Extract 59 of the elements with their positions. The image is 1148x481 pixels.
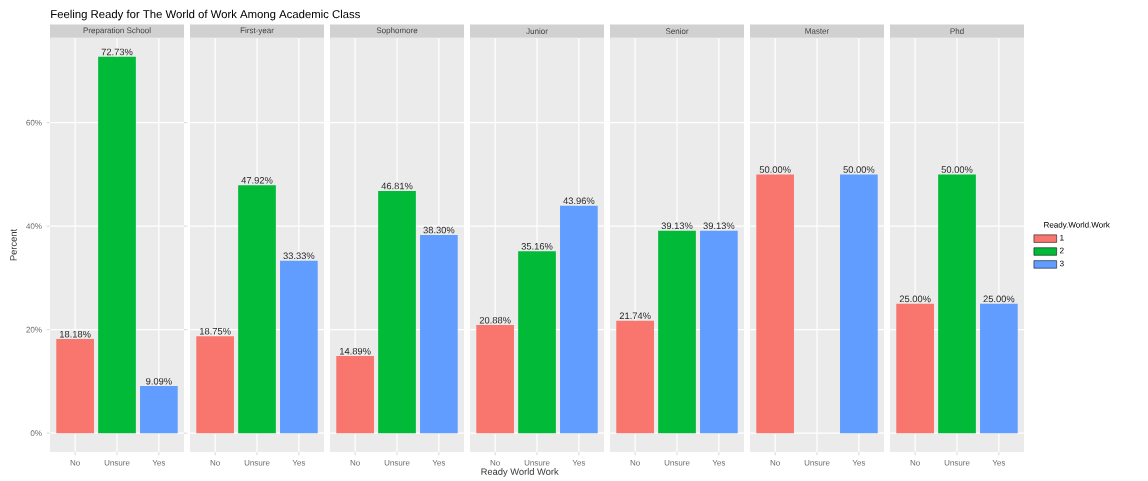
legend-label: 1 — [1060, 234, 1064, 241]
x-tick-label: Yes — [992, 459, 1006, 466]
x-tick-label: Yes — [852, 459, 866, 466]
x-tick-label: No — [210, 459, 220, 466]
legend-label: 3 — [1059, 260, 1064, 267]
chart-subtitle: Sophomore — [376, 27, 418, 35]
x-tick-label: No — [630, 459, 640, 466]
x-tick-label: Yes — [152, 459, 166, 466]
chart-subtitle: Phd — [950, 27, 964, 34]
data-label: 18.18% — [60, 330, 91, 338]
data-label: 43.96% — [563, 197, 595, 204]
data-label: 25.00% — [983, 295, 1015, 303]
y-tick-label: 40% — [26, 223, 42, 229]
data-label: 47.92% — [241, 176, 273, 184]
x-tick-label: Unsure — [524, 459, 550, 466]
chart-subtitle: Master — [805, 28, 830, 34]
data-label: 39.13% — [661, 222, 693, 229]
x-tick-label: Yes — [712, 459, 726, 466]
x-tick-label: Yes — [292, 459, 306, 466]
legend-title: Ready.World.Work — [1044, 221, 1110, 230]
data-label: 39.13% — [703, 222, 735, 229]
x-tick-label: Yes — [432, 459, 446, 466]
x-tick-label: Yes — [572, 459, 586, 466]
data-label: 18.75% — [200, 327, 231, 335]
data-label: 33.33% — [283, 252, 315, 259]
data-label: 50.00% — [759, 166, 791, 173]
data-label: 25.00% — [899, 295, 931, 303]
x-tick-label: Unsure — [244, 459, 270, 466]
x-tick-label: No — [70, 459, 80, 466]
y-axis-title: Percent — [10, 228, 17, 261]
chart-title: Feeling Ready for The World of Work Among Academic Class — [51, 9, 360, 21]
data-label: 72.73% — [101, 48, 133, 56]
chart-subtitle: Preparation School — [83, 27, 151, 35]
x-axis-title: Ready World Work — [481, 467, 559, 477]
x-tick-label: Unsure — [384, 459, 410, 466]
data-label: 38.30% — [423, 226, 455, 234]
y-tick-label: 60% — [26, 119, 42, 126]
y-tick-label: 0% — [30, 430, 42, 436]
legend-label: 2 — [1060, 247, 1064, 254]
data-label: 9.09% — [146, 377, 172, 385]
data-label: 50.00% — [941, 166, 973, 173]
x-tick-label: No — [490, 459, 500, 466]
data-label: 35.16% — [521, 242, 553, 250]
x-tick-label: No — [770, 459, 780, 466]
data-label: 46.81% — [381, 182, 413, 190]
x-tick-label: Unsure — [804, 459, 830, 466]
x-tick-label: Unsure — [104, 459, 130, 466]
chart-subtitle: Junior — [526, 27, 548, 34]
x-tick-label: Unsure — [664, 459, 690, 466]
chart-subtitle: Senior — [665, 27, 689, 34]
y-tick-label: 20% — [26, 326, 42, 333]
data-label: 21.74% — [619, 312, 651, 319]
x-tick-label: Unsure — [944, 459, 970, 466]
data-label: 14.89% — [340, 347, 371, 355]
data-label: 50.00% — [843, 166, 875, 173]
x-tick-label: No — [910, 459, 920, 466]
x-tick-label: No — [350, 459, 360, 466]
data-label: 20.88% — [479, 316, 511, 324]
chart-subtitle: First-year — [240, 27, 274, 35]
